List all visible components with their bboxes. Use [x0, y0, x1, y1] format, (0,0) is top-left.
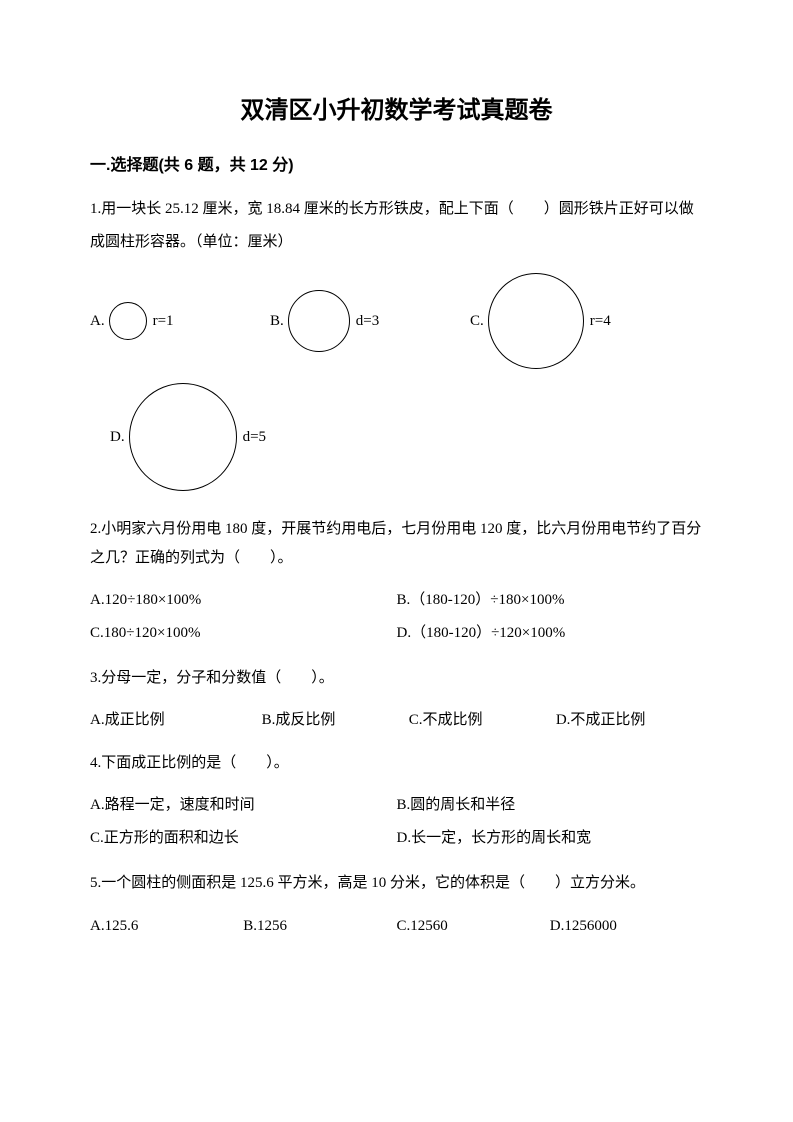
q1-option-b-label: B.	[270, 313, 284, 330]
q2-option-b: B.（180-120）÷180×100%	[397, 584, 704, 617]
q1-option-d-label: D.	[110, 429, 125, 446]
q5-option-c: C.12560	[397, 910, 550, 943]
q1-option-c: C. r=4	[470, 273, 670, 369]
q1-option-c-label: C.	[470, 313, 484, 330]
q3-option-c: C.不成比例	[409, 705, 556, 735]
question-4-text: 4.下面成正比例的是（ ）。	[90, 749, 703, 778]
circle-icon	[288, 290, 350, 352]
question-1-text: 1.用一块长 25.12 厘米，宽 18.84 厘米的长方形铁皮，配上下面（ ）…	[90, 193, 703, 259]
q3-option-b: B.成反比例	[262, 705, 409, 735]
question-3-options: A.成正比例 B.成反比例 C.不成比例 D.不成正比例	[90, 705, 703, 735]
q1-option-b: B. d=3	[270, 290, 470, 352]
q1-option-d-value: d=5	[243, 429, 266, 446]
circle-icon	[109, 302, 147, 340]
question-5-text: 5.一个圆柱的侧面积是 125.6 平方米，高是 10 分米，它的体积是（ ）立…	[90, 869, 703, 898]
q4-option-b: B.圆的周长和半径	[397, 789, 704, 822]
question-3-text: 3.分母一定，分子和分数值（ ）。	[90, 664, 703, 693]
q2-option-a: A.120÷180×100%	[90, 584, 397, 617]
exam-title: 双清区小升初数学考试真题卷	[90, 90, 703, 125]
q1-option-a-label: A.	[90, 313, 105, 330]
q5-option-a: A.125.6	[90, 910, 243, 943]
q4-option-c: C.正方形的面积和边长	[90, 822, 397, 855]
section-1-header: 一.选择题(共 6 题，共 12 分)	[90, 151, 703, 175]
q1-option-a-value: r=1	[153, 313, 174, 330]
question-2-text: 2.小明家六月份用电 180 度，开展节约用电后，七月份用电 120 度，比六月…	[90, 515, 703, 572]
q3-option-a: A.成正比例	[90, 705, 262, 735]
circle-icon	[129, 383, 237, 491]
question-2-options: A.120÷180×100% B.（180-120）÷180×100% C.18…	[90, 584, 703, 650]
page: 双清区小升初数学考试真题卷 一.选择题(共 6 题，共 12 分) 1.用一块长…	[0, 0, 793, 1122]
q5-option-b: B.1256	[243, 910, 396, 943]
q2-option-c: C.180÷120×100%	[90, 617, 397, 650]
q4-option-d: D.长一定，长方形的周长和宽	[397, 822, 704, 855]
q4-option-a: A.路程一定，速度和时间	[90, 789, 397, 822]
circle-icon	[488, 273, 584, 369]
question-4-options: A.路程一定，速度和时间 B.圆的周长和半径 C.正方形的面积和边长 D.长一定…	[90, 789, 703, 855]
question-1-options-row2: D. d=5	[90, 383, 703, 491]
q1-option-c-value: r=4	[590, 313, 611, 330]
q1-option-a: A. r=1	[90, 302, 270, 340]
q5-option-d: D.1256000	[550, 910, 703, 943]
q2-option-d: D.（180-120）÷120×100%	[397, 617, 704, 650]
question-1-options-row1: A. r=1 B. d=3 C. r=4	[90, 273, 703, 369]
q1-option-d: D. d=5	[110, 383, 266, 491]
question-5-options: A.125.6 B.1256 C.12560 D.1256000	[90, 910, 703, 943]
q3-option-d: D.不成正比例	[556, 705, 703, 735]
q1-option-b-value: d=3	[356, 313, 379, 330]
